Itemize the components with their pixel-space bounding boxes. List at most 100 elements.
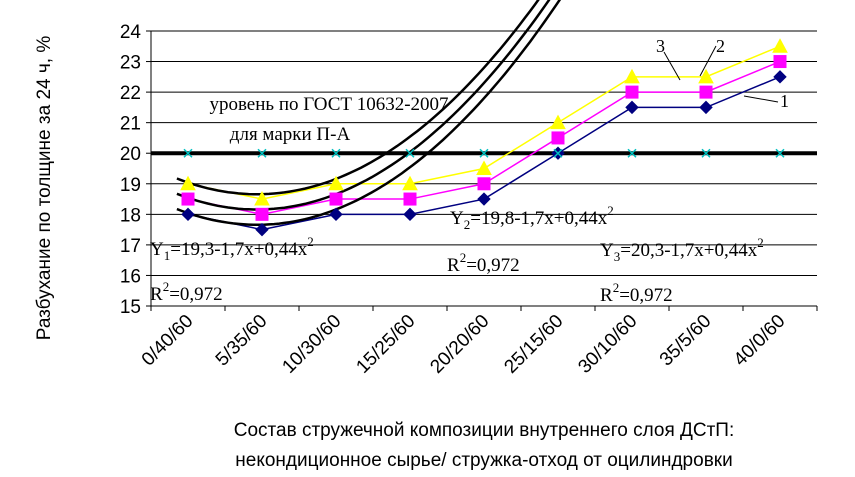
y-tick-label-16: 16: [120, 266, 141, 287]
marker-s2-4: [477, 177, 491, 191]
marker-s3-7: [698, 68, 714, 84]
y-tick-label-24: 24: [120, 22, 142, 43]
y-tick-label-20: 20: [120, 144, 141, 165]
eq1-main: Y: [150, 239, 164, 260]
marker-s3-1: [254, 191, 270, 206]
curve-3-leader: [663, 51, 681, 81]
gost-annotation-line1: уровень по ГОСТ 10632-2007: [209, 94, 448, 115]
marker-gost-7-b: [701, 148, 711, 158]
svg-text:Y2=19,8-1,7x+0,44x2: Y2=19,8-1,7x+0,44x2: [450, 203, 614, 232]
eq3-sup: 2: [757, 235, 764, 250]
curve-1-label: 1: [780, 91, 789, 111]
gost-annotation-line2: для марки П-А: [230, 124, 351, 145]
svg-text:Y1=19,3-1,7x+0,44x2: Y1=19,3-1,7x+0,44x2: [150, 234, 314, 263]
equation-3: Y3=20,3-1,7x+0,44x2 R2=0,972: [600, 235, 764, 306]
marker-gost-0: [183, 148, 193, 158]
marker-gost-8: [775, 148, 785, 158]
r2-1-main: R: [150, 284, 163, 305]
eq3-rest: =20,3-1,7x+0,44x: [620, 240, 758, 261]
marker-s2-3: [403, 192, 417, 206]
x-tick-label-6: 30/10/60: [574, 311, 641, 378]
x-tick-label-7: 35/5/60: [656, 311, 716, 371]
marker-gost-4-b: [479, 148, 489, 158]
r2-2-main: R: [447, 255, 460, 276]
marker-gost-8-b: [775, 148, 785, 158]
eq2-sup: 2: [607, 203, 614, 218]
r2-1-sup: 2: [163, 279, 170, 294]
r2-3-main: R: [600, 285, 613, 306]
marker-s3-6: [624, 68, 640, 84]
y-tick-label-15: 15: [120, 297, 141, 318]
x-axis-title-line2: некондиционное сырье/ стружка-отход от о…: [235, 450, 732, 471]
eq1-sub: 1: [164, 248, 171, 263]
marker-gost-6: [627, 148, 637, 158]
eq2-sub: 2: [464, 217, 471, 232]
y-tick-label-17: 17: [120, 236, 141, 257]
x-tick-label-0: 0/40/60: [138, 311, 198, 371]
trendline-3: [176, 0, 540, 196]
marker-s1-4: [477, 192, 491, 206]
trendlines: [176, 0, 562, 227]
eq1-rest: =19,3-1,7x+0,44x: [170, 239, 308, 260]
marker-gost-5: [553, 148, 563, 158]
marker-s2-5: [551, 131, 565, 145]
marker-s3-4: [476, 160, 492, 175]
svg-text:R2=0,972: R2=0,972: [447, 250, 520, 276]
y-axis-title: Разбухание по толщине за 24 ч, %: [34, 36, 55, 341]
marker-gost-3-b: [405, 148, 415, 158]
equation-1: Y1=19,3-1,7x+0,44x2 R2=0,972: [150, 234, 314, 305]
svg-text:Y3=20,3-1,7x+0,44x2: Y3=20,3-1,7x+0,44x2: [600, 235, 764, 264]
eq3-sub: 3: [614, 249, 621, 264]
marker-s3-8: [772, 38, 788, 53]
marker-s1-2: [329, 207, 343, 222]
curve-2-label: 2: [716, 36, 725, 56]
r2-3-rest: =0,972: [619, 285, 672, 306]
marker-s1-7: [699, 100, 713, 115]
svg-text:R2=0,972: R2=0,972: [150, 279, 223, 305]
eq2-rest: =19,8-1,7x+0,44x: [470, 208, 608, 229]
x-tick-label-2: 10/30/60: [278, 311, 345, 378]
marker-s3-5: [550, 114, 566, 130]
marker-s1-0: [181, 207, 195, 222]
marker-gost-7: [701, 148, 711, 158]
trendline-2: [176, 0, 551, 211]
y-tick-label-21: 21: [120, 114, 141, 135]
y-tick-label-19: 19: [120, 175, 141, 196]
r2-2-rest: =0,972: [466, 255, 519, 276]
y-tick-labels: 15 16 17 18 19 20 21 22 23 24: [120, 22, 142, 318]
x-axis-title-line1: Состав стружечной композиции внутреннего…: [234, 420, 735, 441]
marker-s3-0: [180, 175, 196, 191]
marker-gost-0-b: [183, 148, 193, 158]
data-markers: [180, 38, 788, 237]
marker-s3-2: [328, 175, 344, 191]
y-tick-label-22: 22: [120, 83, 141, 104]
trendline-1: [176, 0, 562, 227]
y-tick-label-18: 18: [120, 205, 141, 226]
marker-s2-8: [773, 55, 787, 69]
marker-s2-6: [625, 85, 639, 99]
r2-3-sup: 2: [613, 280, 620, 295]
marker-s2-2: [329, 192, 343, 206]
marker-gost-6-b: [627, 148, 637, 158]
curve-1-leader: [743, 95, 779, 103]
marker-s2-1: [255, 207, 269, 221]
marker-gost-1-b: [257, 148, 267, 158]
marker-s2-0: [181, 192, 195, 206]
marker-s2-7: [699, 85, 713, 99]
x-tick-label-4: 20/20/60: [426, 311, 493, 378]
x-tick-label-1: 5/35/60: [212, 311, 272, 371]
marker-gost-2: [331, 148, 341, 158]
marker-gost-1: [257, 148, 267, 158]
eq1-sup: 2: [307, 234, 314, 249]
curve-labels: 3 2 1: [656, 36, 789, 111]
eq3-main: Y: [600, 240, 614, 261]
axes: [146, 30, 818, 311]
marker-s1-3: [403, 207, 417, 222]
x-tick-label-8: 40/0/60: [730, 311, 790, 371]
marker-gost-4: [479, 148, 489, 158]
x-tick-label-3: 15/25/60: [352, 311, 419, 378]
x-tick-labels: 0/40/60 5/35/60 10/30/60 15/25/60 20/20/60 25…: [138, 311, 790, 378]
curve-2-leader: [699, 45, 717, 77]
r2-2-sup: 2: [460, 250, 467, 265]
